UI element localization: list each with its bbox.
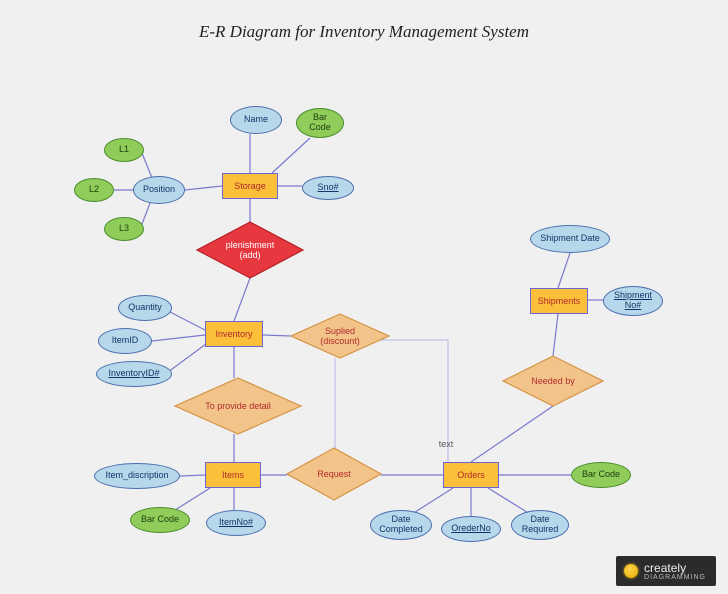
attr-shipdate: Shipment Date bbox=[530, 225, 610, 253]
attr-itemno: ItemNo# bbox=[206, 510, 266, 536]
rel-text_rel: text bbox=[432, 438, 460, 450]
creately-badge: creately DIAGRAMMING bbox=[616, 556, 716, 586]
diagram-title: E-R Diagram for Inventory Management Sys… bbox=[0, 22, 728, 42]
brand-sub: DIAGRAMMING bbox=[644, 574, 706, 581]
attr-l3: L3 bbox=[104, 217, 144, 241]
attr-name: Name bbox=[230, 106, 282, 134]
attr-datecomp: Date Completed bbox=[370, 510, 432, 540]
er-diagram-canvas: E-R Diagram for Inventory Management Sys… bbox=[0, 0, 728, 594]
entity-inventory: Inventory bbox=[205, 321, 263, 347]
attr-position: Position bbox=[133, 176, 185, 204]
attr-barcode_i: Bar Code bbox=[130, 507, 190, 533]
attr-l1: L1 bbox=[104, 138, 144, 162]
brand-label: creately bbox=[644, 561, 686, 575]
attr-inventoryid: InventoryID# bbox=[96, 361, 172, 387]
rel-neededby: Needed by bbox=[503, 356, 603, 406]
attr-orederno: OrederNo bbox=[441, 516, 501, 542]
attr-quantity: Quantity bbox=[118, 295, 172, 321]
attr-sno: Sno# bbox=[302, 176, 354, 200]
rel-providedetail: To provide detail bbox=[175, 378, 301, 434]
rel-request: Request bbox=[287, 448, 381, 500]
rel-replenishment: plenishment (add) bbox=[197, 222, 303, 278]
rel-suplied: Suplied (discount) bbox=[291, 314, 389, 358]
entity-shipments: Shipments bbox=[530, 288, 588, 314]
attr-barcode_o: Bar Code bbox=[571, 462, 631, 488]
attr-itemdesc: Item_discription bbox=[94, 463, 180, 489]
bulb-icon bbox=[624, 564, 638, 578]
entity-orders: Orders bbox=[443, 462, 499, 488]
attr-l2: L2 bbox=[74, 178, 114, 202]
attr-barcode_s: Bar Code bbox=[296, 108, 344, 138]
entity-storage: Storage bbox=[222, 173, 278, 199]
attr-itemid: ItemID bbox=[98, 328, 152, 354]
entity-items: Items bbox=[205, 462, 261, 488]
attr-shipno: Shipment No# bbox=[603, 286, 663, 316]
attr-datereq: Date Required bbox=[511, 510, 569, 540]
